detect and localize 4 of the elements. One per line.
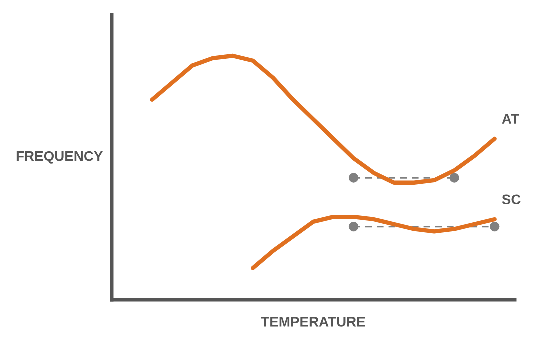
y-axis-title: FREQUENCY [16, 151, 103, 164]
series-label: SC [502, 194, 521, 205]
x-axis-title: TEMPERATURE [261, 317, 366, 327]
series-label: AT [502, 114, 520, 124]
